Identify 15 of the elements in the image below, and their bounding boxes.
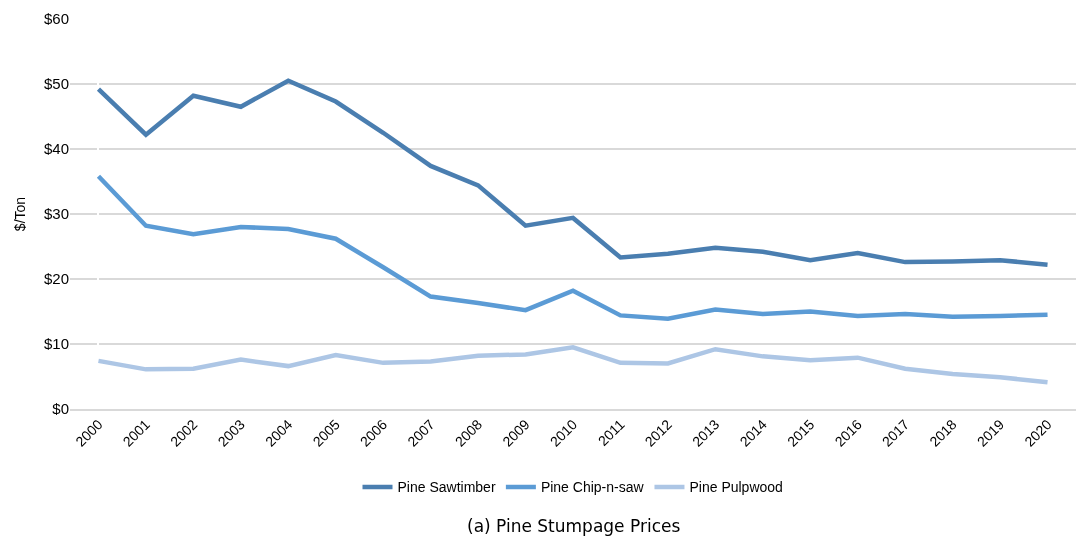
line-series bbox=[96, 78, 1050, 267]
legend-label: Pine Chip-n-saw bbox=[540, 479, 645, 496]
y-tick-label: $40 bbox=[43, 140, 69, 158]
text: (a) Pine Stumpage Prices bbox=[467, 516, 681, 536]
line-series bbox=[96, 345, 1050, 385]
y-tick-label: $60 bbox=[43, 10, 69, 28]
y-tick-label: $0 bbox=[52, 400, 69, 418]
y-tick-label: $30 bbox=[43, 205, 69, 223]
legend-label: Pine Pulpwood bbox=[689, 479, 783, 496]
y-tick-label: $10 bbox=[43, 335, 69, 353]
legend-label: Pine Sawtimber bbox=[397, 479, 496, 496]
line-series bbox=[96, 174, 1050, 321]
y-tick-label: $20 bbox=[43, 270, 69, 288]
y-axis-title: $/Ton bbox=[11, 196, 28, 232]
y-tick-label: $50 bbox=[43, 75, 69, 93]
